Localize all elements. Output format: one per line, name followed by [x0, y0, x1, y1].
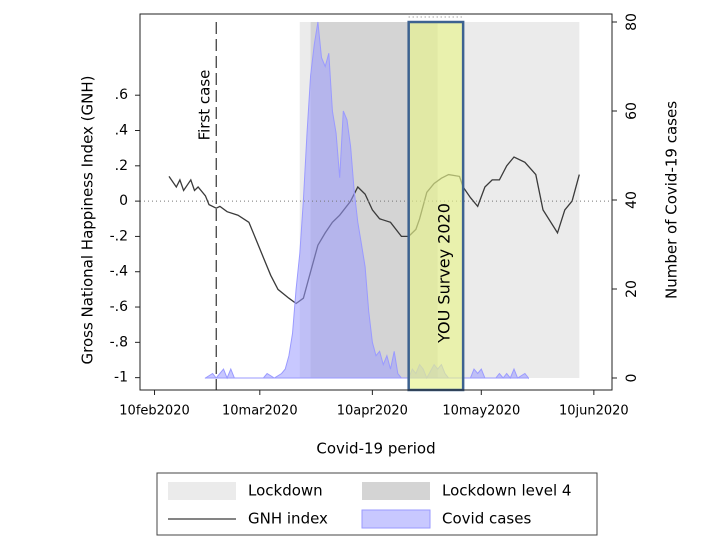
legend-swatch	[361, 509, 431, 529]
y2-tick-label: 0	[624, 374, 640, 383]
legend-label: Lockdown level 4	[442, 482, 571, 500]
legend-label: GNH index	[248, 510, 328, 528]
first-case-label: First case	[196, 70, 214, 141]
x-axis-label: Covid-19 period	[316, 440, 435, 458]
legend-label: Lockdown	[248, 482, 323, 500]
area	[204, 21, 529, 380]
legend-label: Covid cases	[442, 510, 531, 528]
y-tick-label: 0	[119, 193, 128, 209]
y2-axis-label: Number of Covid-19 cases	[663, 101, 681, 299]
legend-swatch	[168, 482, 236, 500]
y-tick-label: -1	[114, 370, 128, 386]
y-axis-label: Gross National Happiness Index (GNH)	[79, 75, 97, 364]
y-tick-label: -.8	[110, 334, 128, 350]
y-tick-label: -.2	[110, 228, 128, 244]
x-tick-label: 10may2020	[442, 404, 520, 419]
survey-label: YOU Survey 2020	[435, 203, 454, 344]
legend-swatch	[362, 482, 430, 500]
x-tick-label: 10mar2020	[222, 404, 298, 419]
survey-box	[407, 20, 465, 392]
y2-tick-label: 40	[624, 191, 640, 209]
y-tick-label: .2	[115, 158, 128, 174]
y2-tick-label: 80	[624, 13, 640, 31]
plot-frame	[139, 13, 613, 391]
y-tick-label: .6	[115, 87, 128, 103]
x-tick-label: 10feb2020	[119, 404, 189, 419]
y-tick-label: -.6	[110, 299, 129, 315]
y2-tick-label: 20	[624, 280, 640, 298]
y-tick-label: -.4	[110, 264, 129, 280]
x-tick-label: 10apr2020	[337, 404, 408, 419]
x-tick-label: 10jun2020	[559, 404, 629, 419]
y2-tick-label: 60	[624, 102, 640, 120]
line	[168, 156, 580, 305]
y-tick-label: .4	[115, 123, 128, 139]
